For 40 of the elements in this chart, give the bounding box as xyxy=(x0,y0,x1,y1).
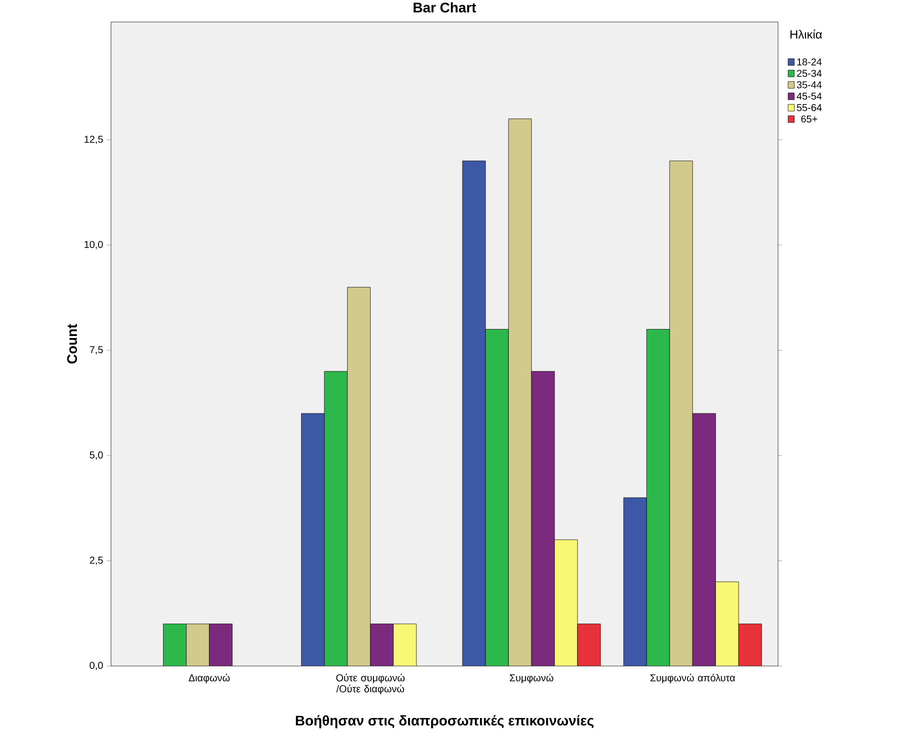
legend-label: 55-64 xyxy=(796,104,822,112)
bar xyxy=(370,624,394,666)
y-tick-label: 2,5 xyxy=(90,556,103,565)
bar xyxy=(186,624,210,666)
bar xyxy=(209,624,232,666)
legend-label: 18-24 xyxy=(797,58,822,66)
bar xyxy=(485,329,509,666)
legend-label: 35-44 xyxy=(796,81,822,88)
bar xyxy=(301,413,325,666)
bar xyxy=(462,160,486,666)
bar xyxy=(324,371,348,666)
legend-label: 45-54 xyxy=(796,92,822,100)
bar xyxy=(393,624,417,666)
x-tick-label: Διαφωνώ xyxy=(188,674,230,684)
y-tick-label: 7,5 xyxy=(90,346,103,354)
x-tick-label: Συμφωνώ απόλυτα xyxy=(650,674,736,684)
legend-label: 65+ xyxy=(801,115,818,123)
y-tick-label: 10,0 xyxy=(84,240,103,250)
bar xyxy=(531,371,555,666)
bar xyxy=(669,160,693,666)
bar xyxy=(646,329,670,666)
bar xyxy=(738,624,762,666)
bar xyxy=(577,624,601,666)
legend-label: 25-34 xyxy=(796,70,822,77)
y-tick-label: 0,0 xyxy=(90,662,103,670)
bar xyxy=(715,582,739,666)
y-tick-label: 5,0 xyxy=(90,451,103,460)
y-axis-title: Count xyxy=(67,324,78,364)
legend-title: Ηλικία xyxy=(790,30,822,39)
chart-title: Bar Chart xyxy=(414,2,476,12)
x-axis-title: Βοήθησαν στις διαπροσωπικές επικοινωνίες xyxy=(296,715,594,728)
bar xyxy=(163,624,186,666)
bar xyxy=(692,413,716,666)
y-tick-label: 12,5 xyxy=(84,136,103,144)
bar xyxy=(554,540,578,666)
bar xyxy=(623,497,647,666)
bar xyxy=(347,286,371,666)
x-tick-label: Συμφωνώ xyxy=(510,674,554,684)
bar xyxy=(508,118,532,666)
x-tick-label: Ούτε συμφωνώ /Ούτε διαφωνώ xyxy=(336,674,405,694)
